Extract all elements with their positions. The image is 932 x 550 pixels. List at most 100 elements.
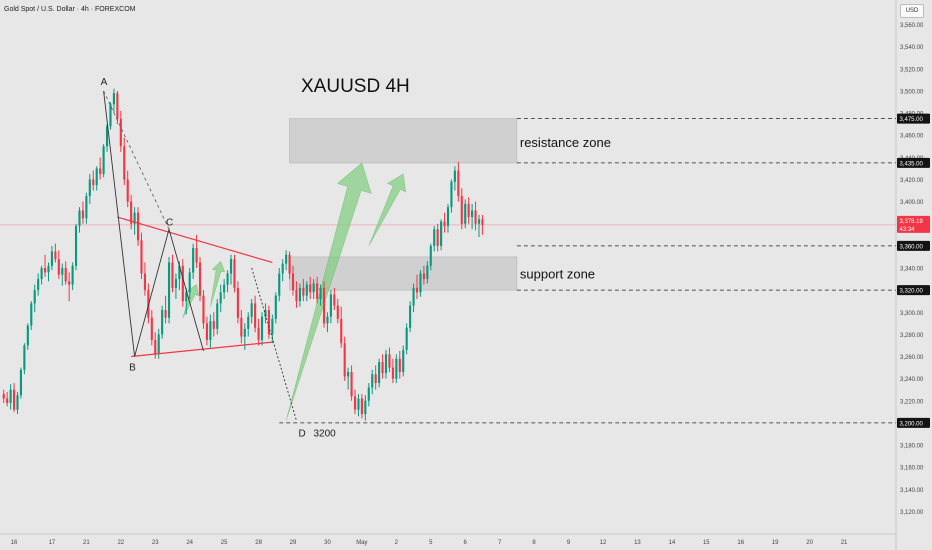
candle-body (402, 349, 405, 372)
y-tick-label: 3,180.00 (900, 444, 924, 450)
candle-body (381, 362, 384, 374)
x-tick-label: 16 (11, 540, 18, 546)
y-tick-label: 3,120.00 (900, 510, 924, 516)
candle-body (16, 395, 19, 410)
candle-body (112, 93, 115, 105)
candle-body (357, 398, 360, 410)
candle-body (64, 268, 67, 282)
candle-body (202, 295, 205, 324)
x-tick-label: 12 (600, 540, 607, 546)
y-tick-label: 3,420.00 (900, 178, 924, 184)
pattern-label-d: D (298, 429, 305, 440)
y-tick-label: 3,340.00 (900, 267, 924, 273)
candle-body (102, 146, 105, 174)
candle-body (450, 181, 453, 208)
candle-body (219, 292, 222, 304)
triangle-upper-line (117, 216, 273, 264)
x-tick-label: 21 (841, 540, 848, 546)
y-tick-label: 3,460.00 (900, 134, 924, 140)
candle-body (326, 316, 329, 324)
candle-body (126, 179, 129, 202)
candle-body (174, 279, 177, 288)
candle-body (178, 265, 181, 280)
candle-body (43, 268, 47, 273)
x-tick-label: 14 (669, 540, 676, 546)
candle-body (350, 372, 353, 397)
green-arrow (368, 173, 407, 247)
candle-body (136, 212, 140, 241)
pattern-label-d-value: 3200 (313, 429, 336, 440)
candle-body (223, 284, 226, 293)
y-tick-label: 3,280.00 (900, 333, 924, 339)
candle-body (319, 287, 322, 299)
price-level-badge-label: 3,475.00 (900, 117, 924, 123)
candle-body (322, 287, 326, 324)
candle-body (443, 221, 446, 226)
x-tick-label: 8 (532, 540, 536, 546)
y-tick-label: 3,560.00 (900, 23, 924, 29)
candle-body (92, 179, 95, 186)
candle-body (243, 328, 246, 337)
candle-body (226, 273, 229, 285)
candle-body (157, 334, 160, 355)
currency-button[interactable]: USD (900, 4, 924, 18)
candle-body (6, 398, 9, 403)
candle-body (281, 263, 284, 274)
candle-body (164, 310, 167, 318)
candle-body (398, 358, 401, 372)
candle-body (267, 310, 270, 335)
candle-body (271, 318, 274, 335)
y-tick-label: 3,520.00 (900, 67, 924, 73)
current-price-label: 3,378.19 (900, 219, 924, 225)
x-tick-label: 29 (290, 540, 297, 546)
candle-body (37, 279, 40, 291)
x-tick-label: 20 (806, 540, 813, 546)
x-tick-label: May (356, 540, 367, 546)
price-level-badge-label: 3,360.00 (900, 244, 924, 250)
candle-body (343, 343, 346, 377)
price-level-badge (897, 417, 930, 428)
x-tick-label: 9 (567, 540, 571, 546)
candle-body (74, 225, 78, 266)
candle-body (109, 104, 112, 127)
candle-body (329, 294, 332, 317)
candle-body (464, 203, 467, 224)
x-tick-label: 30 (324, 540, 331, 546)
price-level-badge-label: 3,435.00 (900, 161, 924, 167)
candle-body (95, 168, 98, 186)
candle-body (374, 374, 377, 384)
price-level-badge (897, 240, 930, 251)
candle-body (391, 367, 394, 379)
candle-body (250, 303, 253, 317)
x-tick-label: 22 (117, 540, 124, 546)
candle-body (412, 287, 415, 306)
candle-body (285, 254, 288, 264)
x-tick-label: 24 (186, 540, 193, 546)
x-tick-label: 23 (152, 540, 159, 546)
candle-body (467, 203, 470, 218)
candle-body (257, 327, 260, 340)
candle-body (409, 305, 412, 328)
price-level-badge-label: 3,320.00 (900, 289, 924, 295)
candle-body (150, 317, 153, 340)
candle-body (384, 354, 388, 374)
candle-body (130, 201, 133, 224)
x-tick-label: 16 (737, 540, 744, 546)
candle-body (367, 387, 370, 401)
x-tick-label: 25 (221, 540, 228, 546)
x-tick-label: 21 (83, 540, 90, 546)
candle-body (40, 268, 43, 280)
candle-body (185, 292, 188, 302)
candle-body (30, 303, 33, 326)
abc-pattern-line (103, 90, 204, 357)
cd-dashed-line (251, 267, 297, 421)
y-tick-label: 3,220.00 (900, 399, 924, 405)
x-tick-label: 5 (429, 540, 433, 546)
y-tick-label: 3,260.00 (900, 355, 924, 361)
candle-body (295, 290, 298, 302)
y-tick-label: 3,540.00 (900, 45, 924, 51)
candle-body (9, 389, 12, 403)
candle-body (195, 248, 198, 263)
resistance-zone-box (289, 118, 518, 164)
